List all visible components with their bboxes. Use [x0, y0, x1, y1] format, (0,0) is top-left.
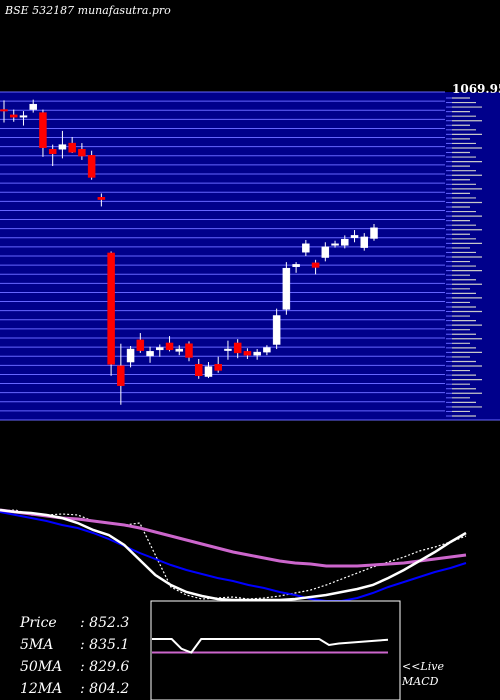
- candle-down: [243, 351, 252, 356]
- candle-down: [39, 112, 47, 148]
- ma-line: [0, 508, 467, 568]
- candle-down: [165, 342, 174, 351]
- stat-5ma: 5MA : 835.1: [20, 637, 129, 653]
- candle-up: [19, 115, 28, 118]
- macd-line: [152, 638, 389, 654]
- candle-down: [117, 365, 125, 386]
- candle-up: [224, 348, 232, 351]
- right-axis-labels: [445, 97, 500, 421]
- stat-5ma-label: 5MA: [20, 637, 54, 653]
- stat-price-value: : 852.3: [80, 615, 130, 631]
- candle-up: [282, 267, 291, 310]
- macd-label: MACD: [402, 675, 439, 688]
- ma-line: [0, 508, 467, 602]
- candle-up: [253, 351, 261, 356]
- candle-up: [175, 348, 184, 352]
- ma-line: [0, 509, 467, 600]
- candle-up: [331, 243, 339, 246]
- stat-50ma: 50MA : 829.6: [20, 659, 129, 675]
- stat-12ma: 12MA : 804.2: [20, 681, 129, 697]
- candle-down: [87, 155, 96, 178]
- candle-up: [292, 264, 300, 267]
- candle-up: [204, 366, 213, 377]
- stat-50ma-label: 50MA: [20, 659, 63, 675]
- candle-up: [272, 315, 281, 345]
- candlesticks: [0, 99, 378, 405]
- candle-down: [78, 148, 86, 157]
- candle-down: [233, 342, 242, 354]
- candle-up: [321, 246, 330, 258]
- candle-up: [263, 347, 271, 353]
- candle-down: [107, 252, 115, 365]
- moving-average-panel: [0, 508, 467, 602]
- macd-live-label: <<Live: [402, 660, 444, 673]
- candle-down: [68, 142, 76, 153]
- price-gridlines: [0, 91, 445, 421]
- stat-12ma-value: : 804.2: [80, 681, 130, 697]
- candle-up: [156, 347, 164, 351]
- macd-panel: [150, 600, 401, 700]
- candle-down: [214, 364, 222, 371]
- candle-down: [194, 364, 203, 377]
- candle-down: [9, 114, 18, 118]
- candle-up: [58, 144, 67, 150]
- stat-12ma-label: 12MA: [20, 681, 63, 697]
- price-annotation: 1069.95: [452, 82, 500, 96]
- ma-line: [0, 511, 467, 602]
- stat-price: Price : 852.3: [20, 615, 129, 631]
- candle-up: [302, 243, 310, 253]
- candle-down: [136, 339, 145, 351]
- candle-up: [370, 227, 378, 239]
- candle-up: [146, 351, 154, 357]
- stat-5ma-value: : 835.1: [80, 637, 130, 653]
- candle-down: [0, 109, 8, 112]
- candle-up: [350, 235, 359, 238]
- stat-price-label: Price: [20, 615, 57, 631]
- candle-down: [48, 148, 57, 155]
- chart-title: BSE 532187 munafasutra.pro: [5, 4, 171, 17]
- candle-up: [29, 103, 37, 110]
- candle-up: [360, 236, 369, 248]
- candle-up: [341, 238, 349, 246]
- candle-down: [97, 197, 106, 200]
- candle-down: [185, 343, 193, 358]
- candle-down: [311, 262, 320, 268]
- candle-up: [126, 348, 135, 363]
- stat-50ma-value: : 829.6: [80, 659, 130, 675]
